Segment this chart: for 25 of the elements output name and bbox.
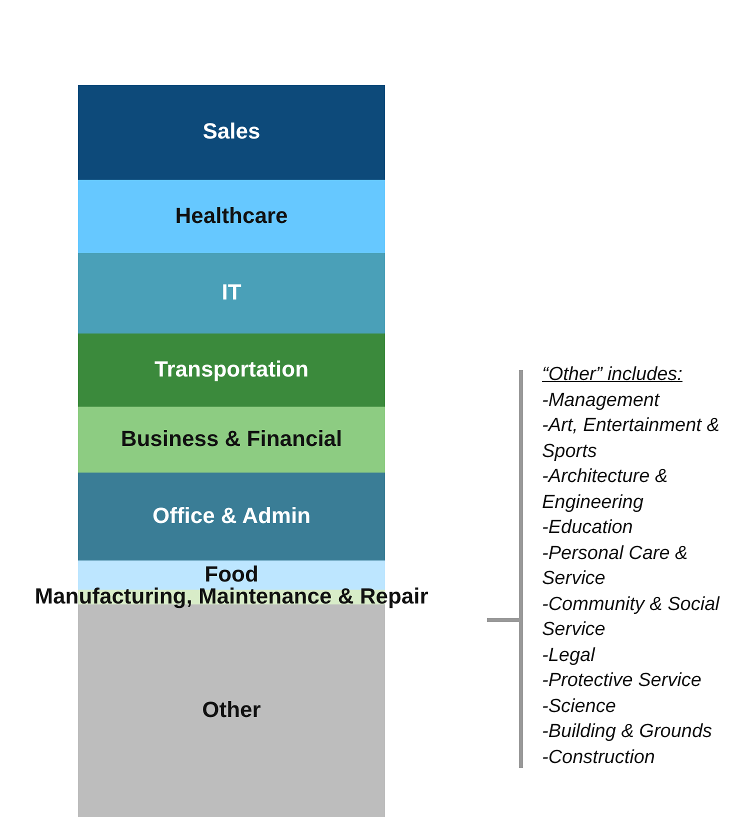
text: -Management <box>542 388 661 412</box>
text: “Other” includes: <box>542 363 684 387</box>
text: -Personal Care & Service <box>542 542 689 591</box>
text: -Construction <box>542 746 656 770</box>
bar <box>78 253 385 334</box>
bar <box>78 85 385 180</box>
series-label: IT <box>222 280 242 305</box>
text: -Education <box>542 516 634 540</box>
bar <box>78 406 385 474</box>
text: -Protective Service <box>542 669 702 693</box>
bar <box>78 472 385 562</box>
text: -Community & Social Service <box>542 592 721 642</box>
bar <box>78 334 385 408</box>
text: -Legal <box>542 644 596 668</box>
series-label: Healthcare <box>175 202 288 228</box>
series-label: Office & Admin <box>152 502 311 528</box>
text: -Building & Grounds <box>542 720 714 744</box>
bar <box>78 180 385 254</box>
series-label: Transportation <box>154 356 309 382</box>
text: -Art, Entertainment & Sports <box>542 414 720 464</box>
series-label: Business & Financial <box>120 426 342 452</box>
text: -Architecture & Engineering <box>542 465 669 514</box>
series-label: Other <box>202 696 262 722</box>
series-label: Sales <box>202 118 260 144</box>
text: -Science <box>542 694 617 718</box>
